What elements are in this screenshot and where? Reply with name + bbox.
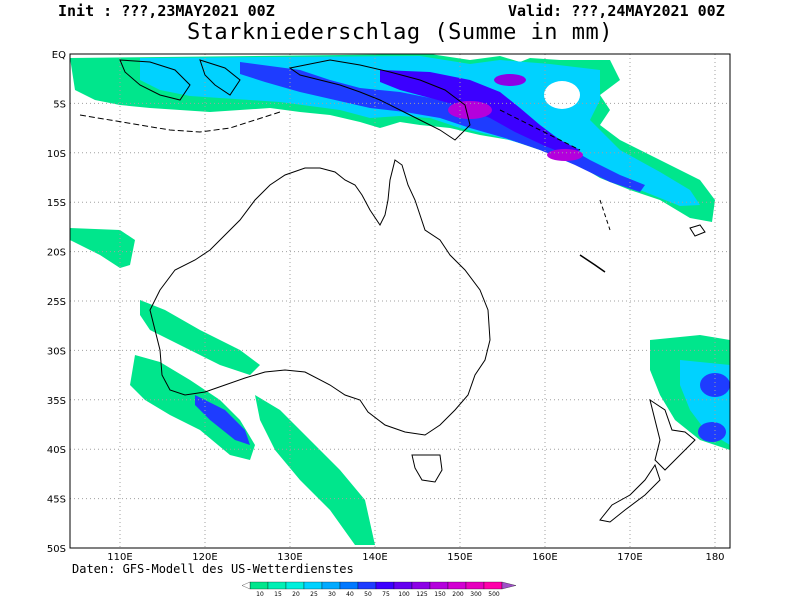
legend-value: 40 bbox=[346, 591, 354, 598]
lat-label: 40S bbox=[47, 445, 66, 456]
color-legend: 10 15 20 25 30 40 50 75 100 125 150 200 300 500 bbox=[241, 581, 517, 598]
valid-time: Valid: ???,24MAY2021 00Z bbox=[508, 2, 725, 20]
legend-value: 150 bbox=[434, 591, 446, 598]
nz-north-coastline bbox=[649, 398, 696, 471]
tasmania-coastline bbox=[411, 454, 443, 483]
new-guinea-coastline bbox=[288, 59, 471, 141]
solomons-coastline bbox=[499, 109, 581, 151]
rain-area-west bbox=[70, 228, 135, 268]
lat-label: 10S bbox=[47, 149, 66, 160]
legend-value: 15 bbox=[274, 591, 282, 598]
legend-swatch bbox=[501, 581, 517, 590]
indonesia-coastline bbox=[79, 111, 281, 133]
legend-swatch bbox=[465, 581, 485, 590]
map-title: Starkniederschlag (Summe in mm) bbox=[186, 20, 614, 45]
init-time: Init : ???,23MAY2021 00Z bbox=[58, 2, 275, 20]
legend-value: 100 bbox=[398, 591, 410, 598]
legend-value: 500 bbox=[488, 591, 500, 598]
legend-swatch bbox=[393, 581, 413, 590]
legend-value: 200 bbox=[452, 591, 464, 598]
lat-label: 35S bbox=[47, 396, 66, 407]
australia-coastline bbox=[149, 159, 491, 436]
lat-label: 20S bbox=[47, 248, 66, 259]
fiji-coastline bbox=[689, 224, 706, 237]
coastlines bbox=[79, 59, 706, 523]
legend-swatch bbox=[483, 581, 503, 590]
rain-core-southeast bbox=[700, 373, 730, 397]
lon-label: 160E bbox=[532, 552, 557, 563]
legend-swatch bbox=[321, 581, 341, 590]
lon-label: 120E bbox=[192, 552, 217, 563]
rain-area-southwest-2 bbox=[130, 355, 255, 460]
graticule bbox=[70, 54, 730, 548]
sulawesi-coastline bbox=[199, 59, 241, 96]
legend-value: 25 bbox=[310, 591, 318, 598]
new-caledonia-coastline bbox=[579, 254, 606, 273]
rain-area-southwest bbox=[140, 300, 260, 375]
rain-core-southeast-2 bbox=[698, 422, 726, 442]
latitude-labels: EQ 5S 10S 15S 20S 25S 30S 35S 40S 45S 50S bbox=[47, 50, 66, 555]
lat-label: 50S bbox=[47, 544, 66, 555]
precipitation-field bbox=[70, 54, 730, 545]
legend-value: 30 bbox=[328, 591, 336, 598]
rain-core-north-2 bbox=[547, 149, 583, 161]
lat-label: 30S bbox=[47, 346, 66, 357]
lon-label: 150E bbox=[447, 552, 472, 563]
lon-label: 130E bbox=[277, 552, 302, 563]
map-frame bbox=[69, 53, 731, 549]
legend-swatch bbox=[375, 581, 395, 590]
legend-swatch bbox=[303, 581, 323, 590]
borneo-coastline bbox=[119, 59, 191, 101]
legend-swatch bbox=[411, 581, 431, 590]
rain-core-north bbox=[448, 101, 492, 119]
legend-swatch bbox=[285, 581, 305, 590]
lat-label: EQ bbox=[52, 50, 66, 61]
lat-label: 15S bbox=[47, 198, 66, 209]
lon-label: 140E bbox=[362, 552, 387, 563]
nz-south-coastline bbox=[599, 463, 661, 523]
legend-value: 125 bbox=[416, 591, 428, 598]
rain-area-north-3 bbox=[240, 62, 645, 192]
rain-area-southwest-3 bbox=[195, 395, 250, 445]
longitude-labels: 110E 120E 130E 140E 150E 160E 170E 180 bbox=[107, 552, 724, 563]
data-credit: Daten: GFS-Modell des US-Wetterdienstes bbox=[72, 562, 354, 576]
legend-swatch bbox=[249, 581, 269, 590]
lon-label: 170E bbox=[617, 552, 642, 563]
lon-label: 110E bbox=[107, 552, 132, 563]
legend-swatch bbox=[429, 581, 449, 590]
lat-label: 45S bbox=[47, 495, 66, 506]
legend-swatch bbox=[357, 581, 377, 590]
rain-area-southwest-4 bbox=[255, 395, 375, 545]
lat-label: 5S bbox=[53, 99, 66, 110]
legend-value: 20 bbox=[292, 591, 300, 598]
legend-value: 75 bbox=[382, 591, 390, 598]
vanuatu-coastline bbox=[599, 199, 611, 231]
legend-value: 10 bbox=[256, 591, 264, 598]
legend-value: 300 bbox=[470, 591, 482, 598]
legend-value: 50 bbox=[364, 591, 372, 598]
legend-swatch bbox=[267, 581, 287, 590]
legend-under-arrow bbox=[241, 581, 251, 590]
rain-core-north-3 bbox=[494, 74, 526, 86]
legend-swatch bbox=[339, 581, 359, 590]
legend-swatch bbox=[447, 581, 467, 590]
lon-label: 180 bbox=[705, 552, 724, 563]
lat-label: 25S bbox=[47, 297, 66, 308]
